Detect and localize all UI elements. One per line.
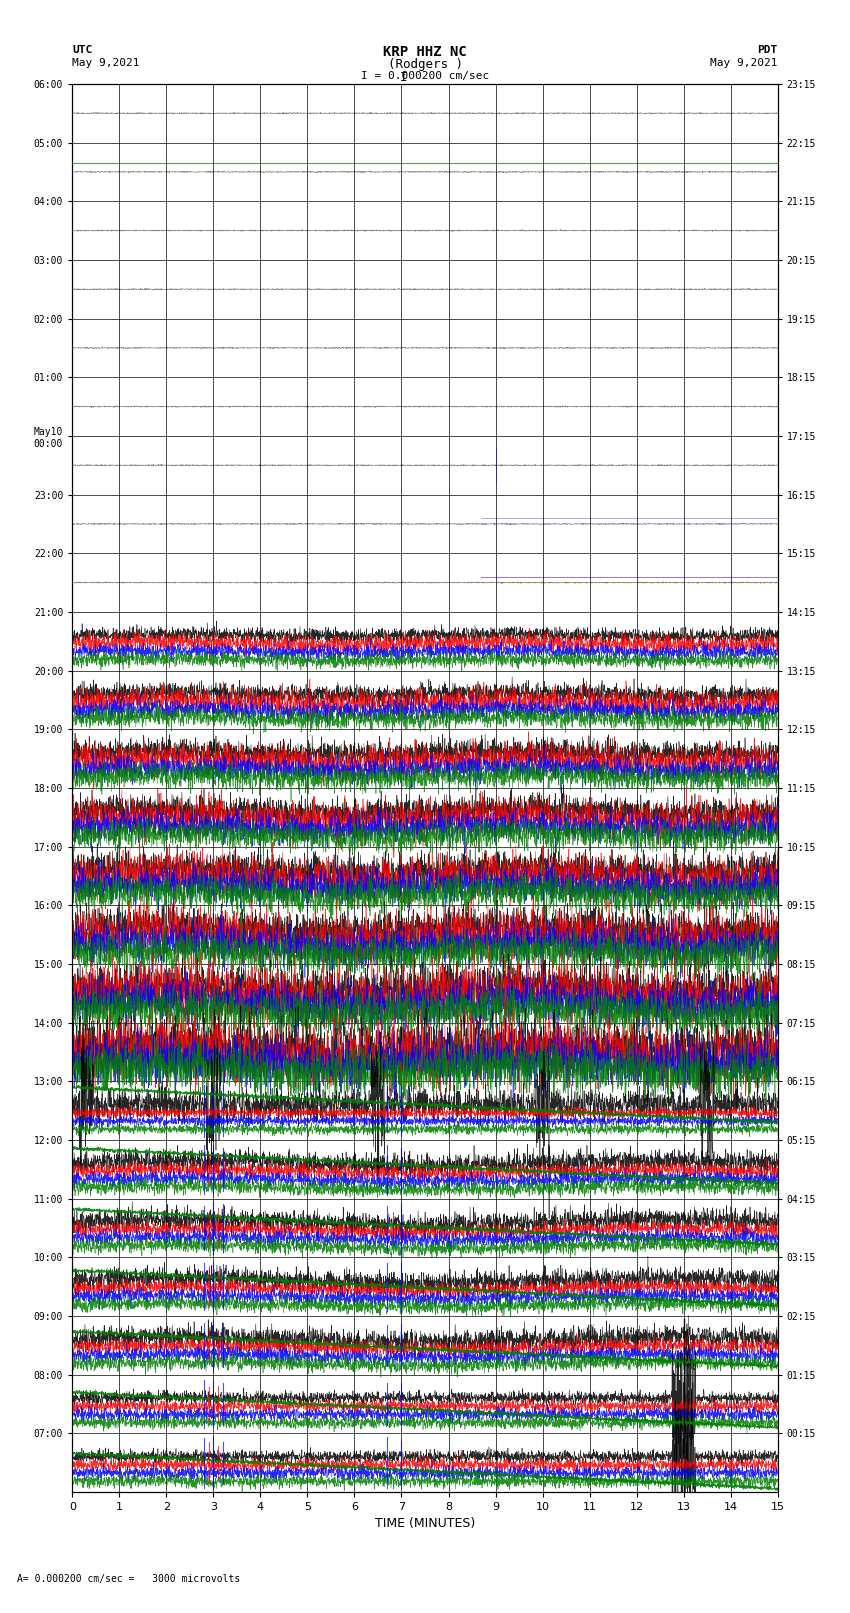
- Text: UTC: UTC: [72, 45, 93, 55]
- Text: May 9,2021: May 9,2021: [72, 58, 139, 68]
- Text: KRP HHZ NC: KRP HHZ NC: [383, 45, 467, 60]
- Text: (Rodgers ): (Rodgers ): [388, 58, 462, 71]
- Text: I = 0.000200 cm/sec: I = 0.000200 cm/sec: [361, 71, 489, 81]
- Text: A= 0.000200 cm/sec =   3000 microvolts: A= 0.000200 cm/sec = 3000 microvolts: [17, 1574, 241, 1584]
- Text: PDT: PDT: [757, 45, 778, 55]
- Text: I: I: [400, 71, 407, 84]
- X-axis label: TIME (MINUTES): TIME (MINUTES): [375, 1518, 475, 1531]
- Text: May 9,2021: May 9,2021: [711, 58, 778, 68]
